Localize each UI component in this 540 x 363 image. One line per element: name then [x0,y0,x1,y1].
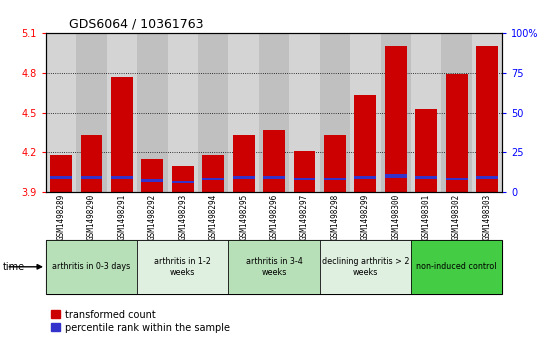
Bar [111,77,133,192]
Bar [411,33,441,192]
Text: time: time [3,262,25,272]
Bar [354,95,376,192]
Bar [385,174,407,178]
Bar [263,130,285,192]
Bar [233,176,254,179]
Text: arthritis in 3-4
weeks: arthritis in 3-4 weeks [246,257,302,277]
Bar [50,176,72,179]
Bar [50,155,72,192]
Bar [294,151,315,192]
Bar [324,178,346,180]
Bar [411,240,502,294]
Bar [385,46,407,192]
Text: arthritis in 1-2
weeks: arthritis in 1-2 weeks [154,257,211,277]
Bar [476,46,498,192]
Bar [472,33,502,192]
Text: arthritis in 0-3 days: arthritis in 0-3 days [52,262,131,271]
Text: non-induced control: non-induced control [416,262,497,271]
Bar [46,240,137,294]
Bar [320,240,411,294]
Bar [202,178,224,180]
Bar [107,33,137,192]
Bar [167,33,198,192]
Bar [289,33,320,192]
Bar [80,135,103,192]
Bar [76,33,107,192]
Bar [320,33,350,192]
Bar [228,240,320,294]
Bar [259,33,289,192]
Bar [137,33,167,192]
Bar [294,178,315,180]
Bar [198,33,228,192]
Bar [441,33,472,192]
Bar [141,179,163,182]
Bar [350,33,381,192]
Bar [137,240,228,294]
Bar [141,159,163,192]
Bar [46,33,76,192]
Bar [111,176,133,179]
Text: declining arthritis > 2
weeks: declining arthritis > 2 weeks [321,257,409,277]
Bar [415,176,437,179]
Bar [263,176,285,179]
Text: GDS6064 / 10361763: GDS6064 / 10361763 [69,17,203,30]
Bar [172,166,194,192]
Bar [202,155,224,192]
Bar [228,33,259,192]
Bar [354,176,376,179]
Bar [446,178,468,180]
Bar [233,135,254,192]
Legend: transformed count, percentile rank within the sample: transformed count, percentile rank withi… [51,310,231,333]
Bar [80,176,103,179]
Bar [381,33,411,192]
Bar [324,135,346,192]
Bar [415,109,437,192]
Bar [446,74,468,192]
Bar [476,176,498,179]
Bar [172,181,194,183]
